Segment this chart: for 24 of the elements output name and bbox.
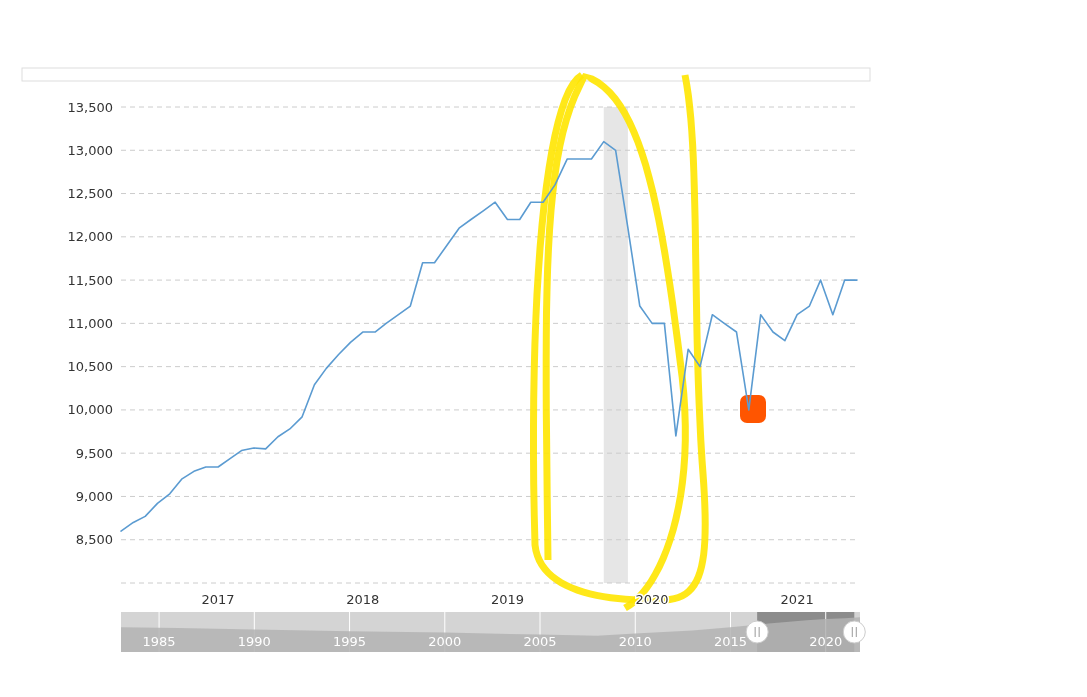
x-tick-label: 2015 [713, 634, 748, 649]
y-tick-label: 12,500 [67, 186, 113, 202]
x-tick-label: 2000 [428, 634, 462, 649]
x-tick-label: 2010 [618, 634, 652, 649]
y-tick-label: 8,500 [75, 532, 113, 548]
y-tick-label: 11,500 [67, 272, 113, 288]
y-tick-label: 10,500 [67, 359, 113, 375]
x-tick-label: 2017 [201, 592, 235, 607]
y-tick-label: 12,000 [67, 229, 113, 245]
x-tick-label: 2019 [490, 592, 524, 607]
x-tick-label: 2021 [780, 592, 814, 607]
y-tick-label: 9,000 [75, 489, 113, 504]
x-tick-label: 1995 [333, 634, 367, 649]
line-series [120, 140, 858, 532]
y-tick-label: 11,000 [67, 315, 113, 331]
x-tick-label: 2005 [523, 634, 557, 649]
y-tick-label: 13,500 [67, 99, 113, 115]
y-tick-label: 13,000 [67, 142, 113, 158]
x-tick-label: 1990 [237, 634, 271, 649]
x-tick-label: 1985 [142, 634, 176, 649]
x-tick-label: 2018 [346, 592, 380, 607]
x-tick-label: 2020 [809, 634, 843, 649]
y-tick-label: 10,000 [67, 402, 113, 418]
y-tick-label: 9,500 [75, 445, 113, 461]
